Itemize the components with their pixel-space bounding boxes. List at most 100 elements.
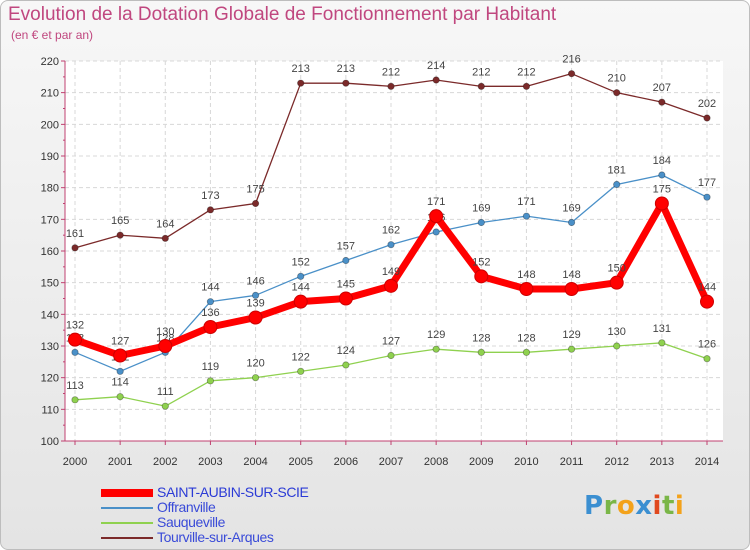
legend-swatch-offranville [101,507,153,509]
x-tick-label: 2004 [243,456,267,468]
data-label-offranville: 181 [608,165,626,177]
data-label-offranville: 169 [472,203,490,215]
x-tick-label: 2008 [424,456,448,468]
y-tick-label: 100 [41,436,59,448]
data-label-sauqueville: 126 [698,339,716,351]
data-label-tourville-sur-arques: 216 [562,54,580,66]
series-sauqueville: 113 114 111 119 120 122 124 127 129 128 128 129 130 1… [66,323,716,410]
y-tick-label: 140 [41,309,59,321]
data-label-offranville: 169 [562,203,580,215]
data-point-saint-aubin-sur-scie [68,332,82,347]
data-label-saint-aubin-sur-scie: 145 [337,279,355,291]
y-tick-label: 160 [41,246,59,258]
data-label-tourville-sur-arques: 173 [201,190,219,202]
legend-label-tourville-sur-arques: Tourville-sur-Arques [157,529,274,545]
x-tick-label: 2000 [63,456,87,468]
data-label-sauqueville: 131 [653,323,671,335]
data-point-offranville [432,228,440,236]
data-point-offranville [567,218,576,227]
data-point-sauqueville [387,351,395,360]
y-tick-label: 150 [41,278,59,290]
y-tick-label: 170 [41,214,59,226]
data-point-saint-aubin-sur-scie [564,282,579,296]
legend-label-offranville: Offranville [157,499,216,515]
data-label-offranville: 171 [517,196,535,208]
data-point-offranville [116,367,124,375]
data-label-offranville: 177 [698,177,716,189]
data-point-saint-aubin-sur-scie [384,278,398,293]
data-point-tourville-sur-arques [522,82,531,90]
data-point-sauqueville [613,342,621,350]
x-tick-label: 2006 [334,456,358,468]
legend-swatch-saint-aubin-sur-scie [101,489,153,497]
data-point-tourville-sur-arques [613,89,621,97]
data-point-saint-aubin-sur-scie [113,348,128,363]
data-label-sauqueville: 124 [337,345,355,357]
data-label-tourville-sur-arques: 214 [427,60,445,72]
data-point-tourville-sur-arques [71,244,79,252]
y-tick-label: 210 [41,88,59,100]
data-label-saint-aubin-sur-scie: 150 [608,263,626,275]
data-point-tourville-sur-arques [161,234,169,242]
data-point-offranville [206,298,215,306]
data-label-tourville-sur-arques: 213 [337,63,355,75]
y-tick-label: 120 [41,373,59,385]
data-point-sauqueville [658,339,666,347]
data-label-saint-aubin-sur-scie: 175 [653,184,671,196]
data-label-sauqueville: 122 [292,351,310,363]
x-tick-label: 2012 [604,456,628,468]
data-point-offranville [297,272,305,280]
data-label-sauqueville: 128 [472,332,490,344]
data-point-saint-aubin-sur-scie [700,294,714,309]
data-point-saint-aubin-sur-scie [293,294,308,309]
data-label-saint-aubin-sur-scie: 132 [66,320,84,332]
data-label-tourville-sur-arques: 164 [156,218,174,230]
data-point-sauqueville [251,374,260,382]
data-label-sauqueville: 120 [246,358,264,370]
x-tick-label: 2002 [153,456,177,468]
data-label-sauqueville: 119 [202,361,220,373]
x-tick-label: 2014 [695,456,719,468]
data-point-sauqueville [432,345,440,353]
data-label-tourville-sur-arques: 207 [653,82,671,94]
data-point-sauqueville [161,402,169,410]
data-label-offranville: 184 [653,155,671,167]
x-tick-label: 2001 [108,456,132,468]
data-point-saint-aubin-sur-scie [203,320,218,334]
x-tick-label: 2003 [198,456,222,468]
data-point-tourville-sur-arques [206,206,215,214]
data-point-sauqueville [567,345,576,353]
x-tick-label: 2007 [379,456,403,468]
data-point-sauqueville [342,361,350,369]
x-tick-label: 2010 [514,456,538,468]
y-tick-label: 190 [41,151,59,163]
data-label-sauqueville: 128 [517,332,535,344]
x-tick-label: 2011 [560,456,584,468]
data-label-saint-aubin-sur-scie: 148 [517,269,535,281]
y-tick-label: 110 [41,404,59,416]
y-tick-label: 180 [41,183,59,195]
y-tick-label: 200 [41,119,59,131]
data-label-tourville-sur-arques: 161 [66,228,84,240]
data-point-saint-aubin-sur-scie [474,269,489,284]
data-label-tourville-sur-arques: 212 [517,66,535,78]
data-label-offranville: 157 [337,241,355,253]
data-point-saint-aubin-sur-scie [429,209,444,224]
data-label-tourville-sur-arques: 212 [382,66,400,78]
proxiti-logo: Proxiti [584,491,685,521]
data-point-sauqueville [71,396,79,404]
data-label-saint-aubin-sur-scie: 152 [472,256,490,268]
x-tick-label: 2009 [469,456,493,468]
data-label-offranville: 162 [382,225,400,237]
data-label-saint-aubin-sur-scie: 130 [156,326,174,338]
x-tick-label: 2013 [650,456,674,468]
data-label-tourville-sur-arques: 165 [111,215,129,227]
data-label-sauqueville: 113 [66,380,84,392]
data-point-sauqueville [206,377,215,385]
y-tick-label: 130 [41,341,59,353]
data-point-offranville [522,212,531,220]
legend-swatch-sauqueville [101,522,153,524]
data-point-offranville [613,180,621,189]
data-label-saint-aubin-sur-scie: 127 [111,336,129,348]
data-point-sauqueville [703,355,711,363]
